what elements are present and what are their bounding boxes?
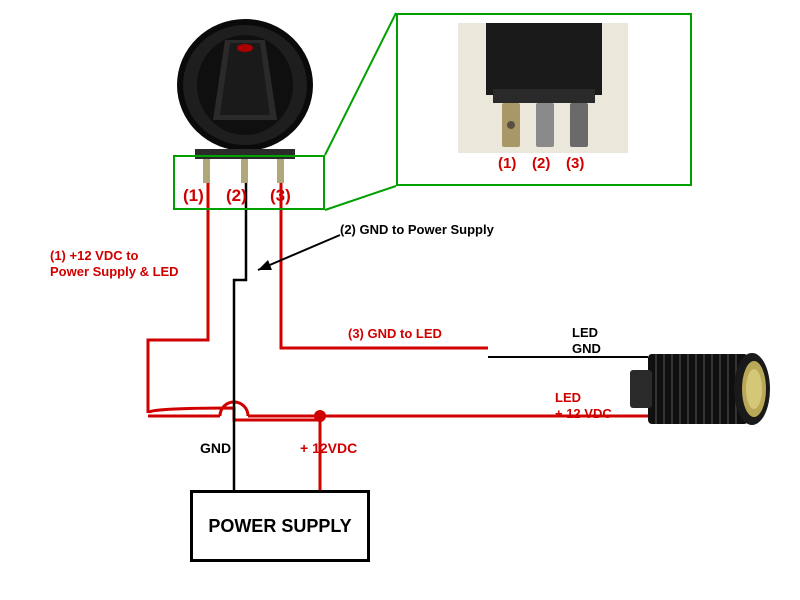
label-ps-gnd: GND — [200, 440, 231, 456]
pin-label-3: (3) — [270, 186, 291, 206]
led-component — [630, 344, 790, 439]
power-supply-box: POWER SUPPLY — [190, 490, 370, 562]
label-ps-pos: + 12VDC — [300, 440, 357, 456]
pin-label-1: (1) — [183, 186, 204, 206]
label-led-gnd: LED GND — [572, 325, 601, 356]
pin-label-2: (2) — [226, 186, 247, 206]
inset-pin-3: (3) — [566, 155, 584, 172]
label-led-pos: LED + 12 VDC — [555, 390, 612, 421]
label-pin3: (3) GND to LED — [348, 326, 442, 342]
inset-pin-2: (2) — [532, 155, 550, 172]
inset-box: (1) (2) (3) — [396, 13, 692, 186]
label-pin1: (1) +12 VDC to Power Supply & LED — [50, 248, 179, 279]
inset-pin-1: (1) — [498, 155, 516, 172]
label-pin2: (2) GND to Power Supply — [340, 222, 494, 238]
power-supply-label: POWER SUPPLY — [208, 516, 351, 537]
